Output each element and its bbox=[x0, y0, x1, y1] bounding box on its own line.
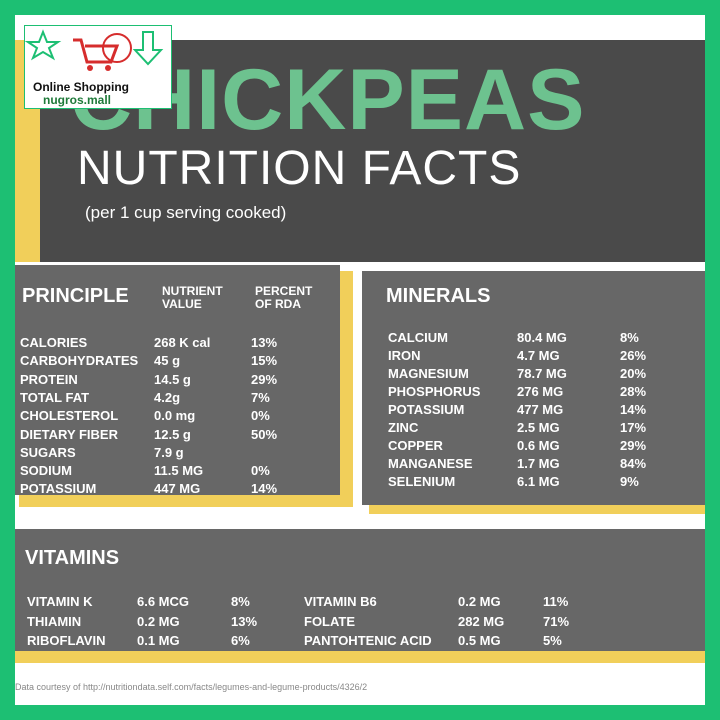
vitamin-row-rda: 8% bbox=[231, 594, 250, 609]
principle-row-value: 0.0 mg bbox=[154, 408, 196, 424]
subtitle: NUTRITION FACTS bbox=[77, 142, 522, 195]
vitamin-row-rda: 13% bbox=[231, 613, 258, 629]
principle-row-name: SODIUM bbox=[20, 463, 72, 479]
mineral-row-name: POTASSIUM bbox=[388, 402, 465, 417]
vitamins-title: VITAMINS bbox=[25, 547, 120, 569]
mineral-row-value: 1.7 MG bbox=[517, 456, 560, 471]
principle-row-rda: 14% bbox=[251, 481, 278, 497]
vitamin-row-value: 0.2 MG bbox=[137, 613, 180, 629]
data-credit: Data courtesy of http://nutritiondata.se… bbox=[15, 682, 368, 692]
principle-row-name: CARBOHYDRATES bbox=[20, 353, 139, 369]
vitamin-row-rda: 71% bbox=[543, 613, 570, 629]
mineral-row-name: MANGANESE bbox=[388, 456, 473, 471]
mineral-row-value: 477 MG bbox=[517, 402, 564, 417]
vitamin-row-rda: 6% bbox=[231, 633, 250, 648]
principle-row-value: 447 MG bbox=[154, 481, 201, 497]
vitamins-panel: VITAMINS VITAMIN K 6.6 MCG 8% THIAMIN 0.2 MG… bbox=[15, 529, 705, 651]
mineral-row-rda: 8% bbox=[620, 330, 639, 345]
mineral-row-value: 2.5 MG bbox=[517, 420, 560, 435]
mineral-row-name: SELENIUM bbox=[388, 474, 456, 489]
principle-row-rda: 13% bbox=[251, 335, 278, 350]
vitamin-row-value: 0.5 MG bbox=[458, 633, 501, 648]
mineral-row-name: MAGNESIUM bbox=[388, 366, 469, 381]
mineral-row-rda: 17% bbox=[620, 420, 647, 435]
principle-row-value: 14.5 g bbox=[154, 371, 191, 387]
mineral-row-rda: 9% bbox=[620, 474, 639, 489]
vitamin-row-name: PANTOHTENIC ACID bbox=[304, 633, 432, 648]
minerals-title: MINERALS bbox=[386, 285, 491, 307]
principle-row-rda: 0% bbox=[251, 463, 270, 479]
mineral-row-value: 6.1 MG bbox=[517, 474, 560, 489]
principle-row-value: 4.2g bbox=[154, 389, 181, 405]
serving-note: (per 1 cup serving cooked) bbox=[85, 203, 287, 222]
mineral-row-name: CALCIUM bbox=[388, 330, 448, 345]
mineral-row-rda: 28% bbox=[620, 384, 647, 399]
principle-row-name: CALORIES bbox=[20, 335, 88, 350]
logo-line1: Online Shopping bbox=[33, 80, 129, 94]
vitamin-row-rda: 11% bbox=[543, 594, 569, 609]
mineral-row-value: 80.4 MG bbox=[517, 330, 567, 345]
principle-row-value: 11.5 MG bbox=[154, 463, 204, 479]
vitamin-row-value: 0.2 MG bbox=[458, 594, 501, 609]
vitamin-row-value: 0.1 MG bbox=[137, 633, 180, 648]
principle-row-name: SUGARS bbox=[20, 444, 76, 460]
vitamin-row-value: 6.6 MCG bbox=[137, 594, 190, 609]
vitamin-row-name: THIAMIN bbox=[27, 613, 82, 629]
mineral-row-name: COPPER bbox=[388, 438, 443, 453]
vitamin-row-name: RIBOFLAVIN bbox=[27, 633, 106, 648]
principle-col-rda: PERCENT OF RDA bbox=[255, 284, 313, 312]
principle-row-rda: 7% bbox=[251, 389, 270, 405]
mineral-row-value: 0.6 MG bbox=[517, 438, 560, 453]
mineral-row-value: 276 MG bbox=[517, 384, 564, 399]
principle-row-rda: 15% bbox=[251, 353, 278, 369]
store-logo: Online Shopping nugros.mall bbox=[24, 25, 172, 109]
minerals-panel: MINERALS CALCIUM 80.4 MG 8% IRON 4.7 MG 26% MA… bbox=[362, 271, 705, 505]
mineral-row-value: 78.7 MG bbox=[517, 366, 567, 381]
vitamin-row-name: FOLATE bbox=[304, 613, 356, 629]
vitamin-row-value: 282 MG bbox=[458, 613, 505, 629]
vitamin-row-name: VITAMIN B6 bbox=[304, 594, 377, 609]
principle-row-value: 12.5 g bbox=[154, 426, 191, 442]
principle-title: PRINCIPLE bbox=[22, 285, 129, 307]
vitamin-row-name: VITAMIN K bbox=[27, 594, 93, 609]
principle-row-name: TOTAL FAT bbox=[20, 389, 90, 405]
principle-row-name: DIETARY FIBER bbox=[20, 426, 118, 442]
principle-col-value: NUTRIENT VALUE bbox=[162, 284, 223, 312]
logo-line2: nugros.mall bbox=[43, 93, 112, 107]
mineral-row-rda: 20% bbox=[620, 366, 647, 381]
principle-row-name: PROTEIN bbox=[20, 371, 78, 387]
mineral-row-rda: 84% bbox=[620, 456, 647, 471]
cart-icon bbox=[25, 29, 164, 71]
principle-row-value: 45 g bbox=[154, 353, 181, 369]
principle-row-rda: 0% bbox=[251, 408, 270, 424]
mineral-row-value: 4.7 MG bbox=[517, 348, 560, 363]
principle-row-value: 7.9 g bbox=[154, 444, 184, 460]
principle-row-name: POTASSIUM bbox=[20, 481, 97, 497]
mineral-row-rda: 26% bbox=[620, 348, 647, 363]
vitamin-row-rda: 5% bbox=[543, 633, 562, 648]
principle-row-rda: 29% bbox=[251, 371, 278, 387]
principle-panel: PRINCIPLE NUTRIENT VALUE PERCENT OF RDA … bbox=[15, 265, 340, 497]
principle-row-rda: 50% bbox=[251, 426, 278, 442]
mineral-row-rda: 14% bbox=[620, 402, 647, 417]
infographic: CHICKPEAS NUTRITION FACTS (per 1 cup ser… bbox=[15, 15, 705, 705]
mineral-row-name: IRON bbox=[388, 348, 421, 363]
mineral-row-rda: 29% bbox=[620, 438, 647, 453]
mineral-row-name: PHOSPHORUS bbox=[388, 384, 481, 399]
principle-row-name: CHOLESTEROL bbox=[20, 408, 119, 424]
mineral-row-name: ZINC bbox=[388, 420, 419, 435]
principle-row-value: 268 K cal bbox=[154, 335, 211, 350]
